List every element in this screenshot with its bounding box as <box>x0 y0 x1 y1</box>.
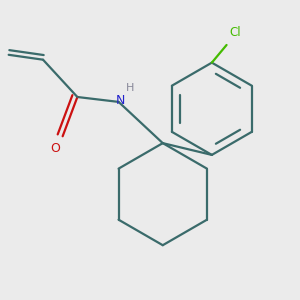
Text: N: N <box>116 94 125 107</box>
Text: H: H <box>126 83 135 93</box>
Text: O: O <box>50 142 60 154</box>
Text: Cl: Cl <box>230 26 241 39</box>
